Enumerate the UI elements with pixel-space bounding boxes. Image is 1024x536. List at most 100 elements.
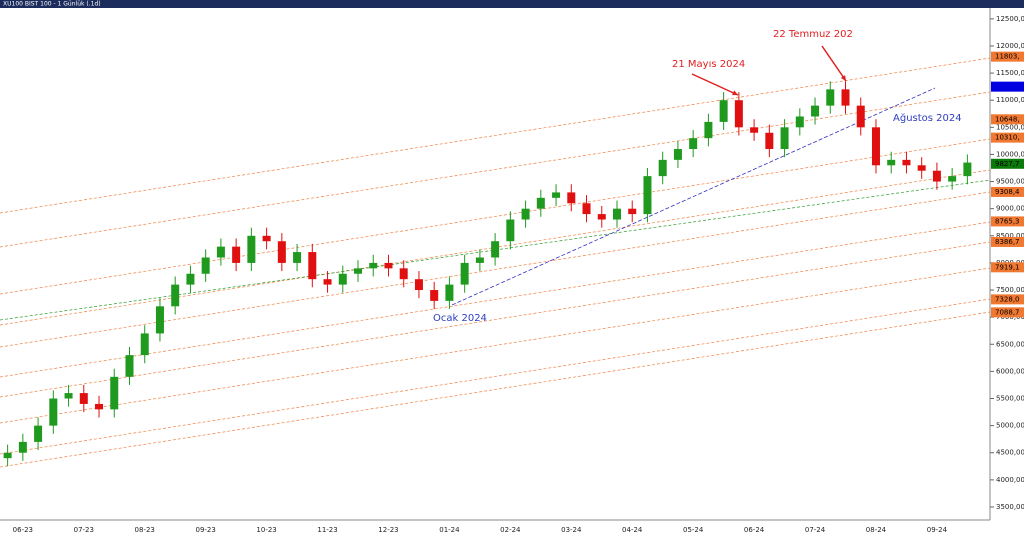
candle-body (932, 170, 941, 182)
price-level-label: 7088,7 (995, 308, 1020, 316)
y-tick-label: 11500,00 (996, 69, 1024, 77)
candle-body (506, 219, 515, 242)
title-bar (0, 0, 1024, 8)
candle-body (826, 89, 835, 106)
candle-body (247, 235, 256, 263)
price-level-label: 9308,4 (995, 188, 1020, 196)
price-level-box (991, 51, 1024, 62)
y-tick-label: 10500,00 (996, 123, 1024, 131)
candle-body (521, 208, 530, 220)
price-level-box (991, 262, 1024, 273)
candle-body (18, 441, 27, 453)
price-level-box (991, 114, 1024, 125)
candle-body (871, 127, 880, 166)
x-tick-label: 03-24 (561, 526, 582, 534)
channel-line (0, 91, 991, 248)
channel-line (0, 267, 991, 424)
x-tick-label: 07-24 (805, 526, 826, 534)
x-tick-label: 09-24 (927, 526, 948, 534)
channel-line (0, 191, 991, 348)
candle-body (308, 252, 317, 280)
x-tick-label: 04-24 (622, 526, 643, 534)
candle-body (399, 268, 408, 280)
channel-line (0, 138, 991, 295)
y-tick-label: 9500,00 (996, 178, 1024, 186)
annotation: 22 Temmuz 202 (773, 29, 853, 40)
candle-body (704, 121, 713, 139)
candle-body (780, 127, 789, 150)
x-tick-label: 08-24 (866, 526, 887, 534)
candle-body (3, 452, 12, 459)
candle-body (734, 100, 743, 128)
candle-body (552, 192, 561, 198)
x-tick-label: 06-23 (13, 526, 33, 534)
candle-body (628, 208, 637, 215)
price-level-box (991, 132, 1024, 143)
annotation: Ocak 2024 (433, 313, 487, 324)
candle-body (719, 100, 728, 122)
candle-body (430, 290, 439, 301)
x-tick-label: 12-23 (378, 526, 398, 534)
y-tick-label: 5500,00 (996, 395, 1024, 403)
candle-body (155, 306, 164, 334)
candle-body (887, 159, 896, 166)
candle-body (948, 176, 957, 182)
price-level-label: 11803, (995, 53, 1020, 61)
candle-body (323, 279, 332, 285)
y-tick-label: 4500,00 (996, 449, 1024, 457)
candle-body (643, 176, 652, 215)
arrow-head (732, 90, 738, 96)
y-tick-label: 10000,00 (996, 150, 1024, 158)
candle-body (293, 252, 302, 263)
x-tick-label: 07-23 (74, 526, 94, 534)
price-level-label: 8386,7 (995, 238, 1020, 246)
y-tick-label: 6000,00 (996, 367, 1024, 375)
price-level-label: 8765,3 (995, 217, 1020, 225)
channel-line (0, 298, 991, 455)
x-tick-label: 01-24 (439, 526, 460, 534)
price-level-label: 10648, (995, 115, 1020, 123)
price-level-box (991, 216, 1024, 227)
y-tick-label: 3500,00 (996, 503, 1024, 511)
candle-body (140, 333, 149, 356)
annotation-arrow (821, 45, 847, 82)
candle-body (34, 425, 43, 442)
annotation: Ağustos 2024 (893, 112, 962, 124)
candle-body (216, 246, 225, 258)
candle-body (750, 127, 759, 133)
drawings (0, 57, 991, 468)
x-tick-label: 11-23 (317, 526, 337, 534)
candle-body (369, 262, 378, 269)
candle-body (95, 403, 104, 410)
x-tick-label: 06-24 (744, 526, 765, 534)
channel-line (0, 241, 991, 398)
candle-body (673, 149, 682, 160)
candle-body (262, 235, 271, 242)
channel-line (0, 57, 991, 214)
channel-line (0, 311, 991, 468)
candle-body (689, 138, 698, 150)
price-level-box (991, 158, 1024, 169)
candle-body (597, 214, 606, 220)
candle-body (49, 398, 58, 426)
price-level-label: 7919,1 (995, 263, 1020, 271)
x-tick-label: 05-24 (683, 526, 704, 534)
candle-body (79, 393, 88, 404)
y-tick-label: 8500,00 (996, 232, 1024, 240)
candle-body (338, 273, 347, 285)
price-level-label: 9827,7 (995, 160, 1020, 168)
candle-body (186, 273, 195, 285)
candle-body (201, 257, 210, 274)
price-level-box (991, 307, 1024, 318)
y-tick-label: 5000,00 (996, 422, 1024, 430)
candle-body (491, 241, 500, 258)
candle-body (414, 279, 423, 291)
trend-line (0, 179, 991, 321)
price-level-box (991, 81, 1024, 92)
price-level-box (991, 294, 1024, 305)
y-tick-label: 6500,00 (996, 340, 1024, 348)
price-level-label: 7328,0 (995, 295, 1020, 303)
candle-body (963, 162, 972, 177)
candle-body (811, 105, 820, 117)
